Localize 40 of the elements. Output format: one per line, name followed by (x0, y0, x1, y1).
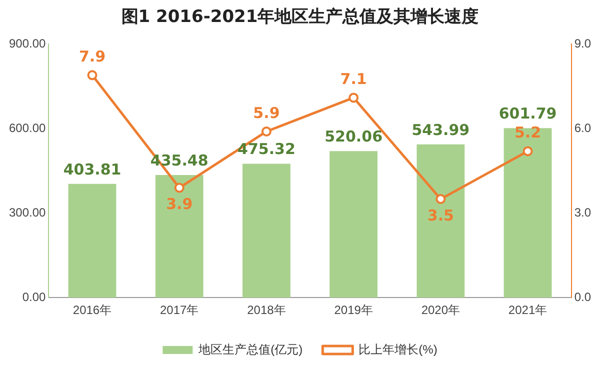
data-label: 3.9 (166, 195, 193, 214)
data-label: 403.81 (63, 160, 122, 178)
data-label: 543.99 (412, 120, 470, 139)
x-tick-label: 2017年 (160, 303, 199, 318)
bar (155, 174, 204, 298)
data-label: 475.32 (238, 140, 296, 158)
data-label: 5.9 (253, 104, 280, 122)
bar (416, 144, 465, 298)
point (522, 146, 533, 156)
data-label: 3.5 (427, 206, 454, 224)
chart-title: 图1 2016-2021年地区生产总值及其增长速度 (120, 6, 480, 29)
x-tick-label: 2019年 (334, 303, 373, 318)
bar (330, 151, 378, 298)
y2-tick-label: 9.0 (574, 36, 592, 51)
x-tick-label: 2021年 (508, 303, 548, 318)
x-tick-label: 2018年 (247, 303, 286, 318)
data-label: 601.79 (498, 104, 557, 123)
point (174, 182, 184, 193)
y-tick-label: 0.00 (22, 290, 46, 304)
y2-tick-label: 6.0 (574, 120, 592, 135)
point (348, 92, 359, 103)
bar (242, 164, 290, 298)
data-label: 5.2 (514, 124, 542, 142)
legend-label: 比上年增长(%) (358, 342, 438, 356)
bar (504, 128, 552, 298)
data-label: 7.1 (340, 70, 367, 88)
x-tick-label: 2020年 (421, 303, 460, 318)
x-tick-label: 2016年 (72, 303, 112, 318)
y2-tick-label: 0.0 (574, 290, 592, 304)
y-tick-label: 600.00 (9, 120, 46, 135)
point (436, 194, 446, 204)
y-tick-label: 900.00 (9, 36, 46, 51)
data-label: 520.06 (324, 128, 383, 146)
y-tick-label: 300.00 (9, 205, 46, 220)
y2-tick-label: 3.0 (574, 205, 592, 220)
data-label: 7.9 (78, 48, 106, 66)
bar (68, 184, 116, 298)
point (87, 70, 98, 80)
legend-label: 地区生产总值(亿元) (198, 342, 303, 356)
point (261, 126, 272, 136)
